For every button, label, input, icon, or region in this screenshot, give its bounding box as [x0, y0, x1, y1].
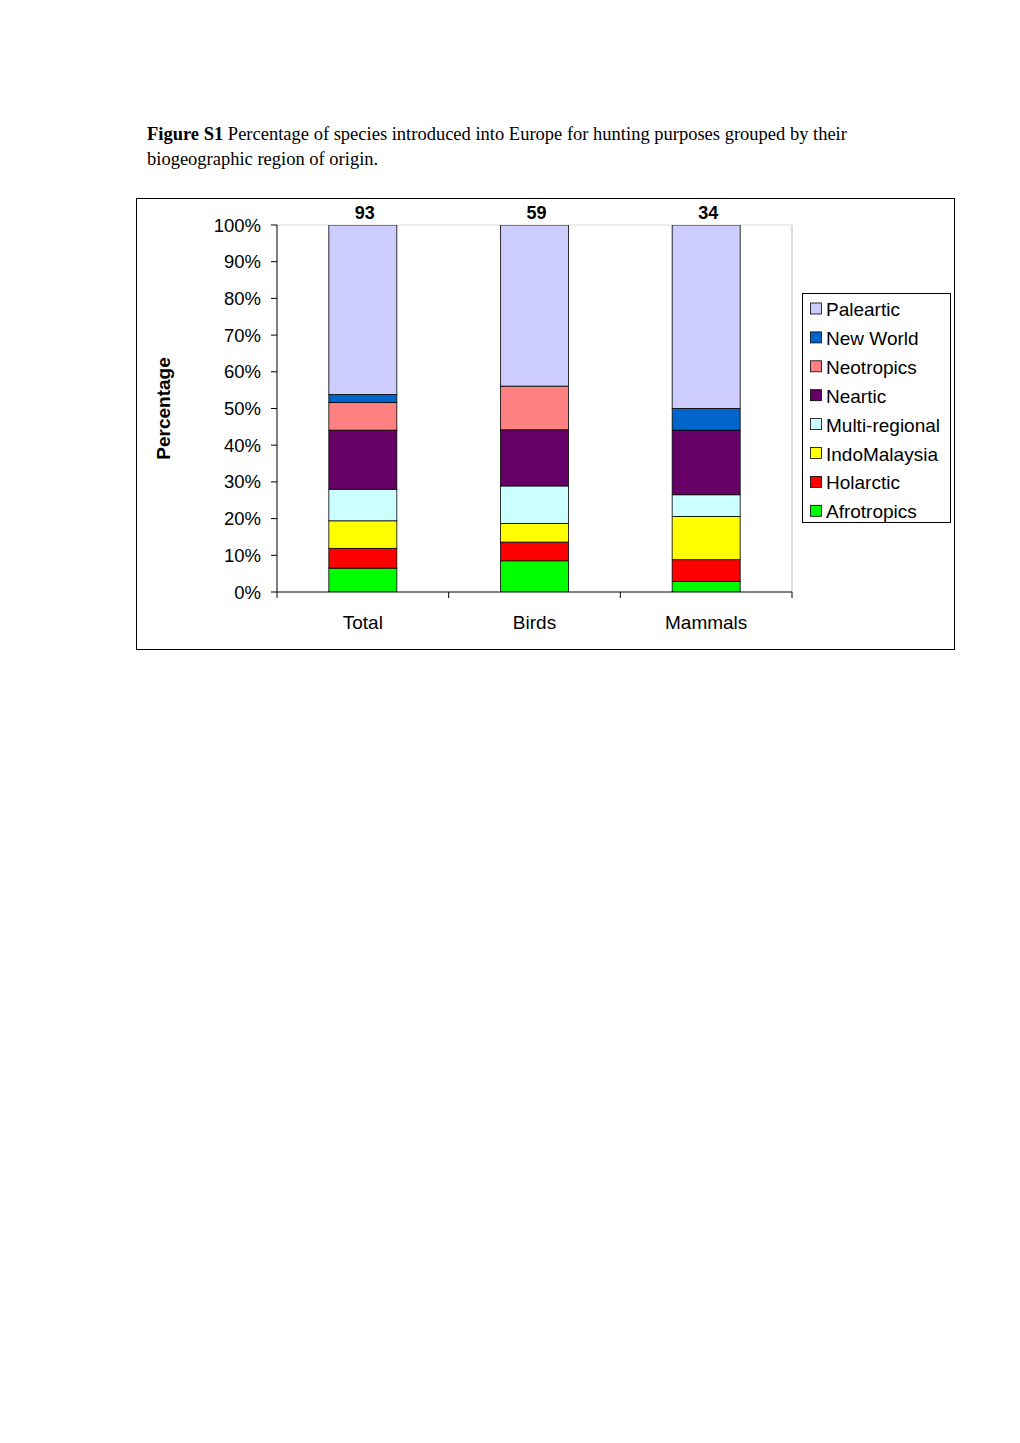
y-tick — [271, 555, 277, 556]
x-axis — [277, 592, 792, 593]
bar-segment — [329, 225, 397, 395]
legend-label: Holarctic — [826, 472, 900, 493]
y-tick — [271, 261, 277, 262]
bar-segment — [329, 568, 397, 592]
legend-label: Neartic — [826, 386, 886, 407]
bars — [329, 225, 740, 592]
y-tick — [271, 408, 277, 409]
bar-segment — [501, 386, 569, 430]
y-tick-label: 0% — [234, 582, 261, 603]
bar-segment — [501, 523, 569, 542]
y-tick-label: 10% — [224, 545, 261, 566]
caption: Figure S1 Percentage of species introduc… — [147, 122, 867, 172]
x-tick-label: Mammals — [665, 612, 747, 633]
y-tick — [271, 225, 277, 226]
bar-segment — [329, 430, 397, 489]
bar-segment — [329, 403, 397, 431]
bar-segment — [672, 409, 740, 431]
bar-segment — [501, 486, 569, 523]
y-tick-label: 100% — [214, 215, 261, 236]
y-tick — [271, 518, 277, 519]
plot-border — [792, 225, 793, 592]
y-tick — [271, 371, 277, 372]
bar-segment — [501, 542, 569, 561]
legend-swatch — [811, 390, 822, 401]
total-label: 93 — [355, 203, 375, 223]
legend-label: IndoMalaysia — [826, 444, 938, 465]
total-label: 59 — [526, 203, 546, 223]
y-tick — [271, 298, 277, 299]
y-tick — [271, 481, 277, 482]
bar-segment — [672, 560, 740, 582]
legend-swatch — [811, 476, 822, 487]
legend-swatch — [811, 448, 822, 459]
chart-frame — [137, 199, 955, 650]
bar-segment — [501, 430, 569, 486]
bar-segment — [672, 225, 740, 409]
x-tick — [792, 592, 793, 598]
total-label: 34 — [698, 203, 718, 223]
bar-segment — [672, 516, 740, 559]
x-tick-label: Total — [343, 612, 383, 633]
legend-label: Neotropics — [826, 357, 917, 378]
caption-label: Figure S1 — [147, 124, 223, 144]
bar-segment — [329, 548, 397, 568]
bar-segment — [501, 561, 569, 592]
x-tick — [448, 592, 449, 598]
y-tick-label: 20% — [224, 508, 261, 529]
y-tick — [271, 445, 277, 446]
y-tick-label: 80% — [224, 288, 261, 309]
y-tick-label: 70% — [224, 325, 261, 346]
bar-segment — [329, 489, 397, 521]
bar-segment — [501, 225, 569, 386]
legend-swatch — [811, 303, 822, 314]
legend-swatch — [811, 332, 822, 343]
legend-label: New World — [826, 328, 919, 349]
bar-segment — [672, 495, 740, 517]
y-tick — [271, 592, 277, 593]
y-label: Percentage — [153, 357, 174, 459]
bar-segment — [329, 521, 397, 549]
legend-label: Paleartic — [826, 299, 900, 320]
legend-label: Afrotropics — [826, 501, 917, 522]
legend-swatch — [811, 361, 822, 372]
y-tick-label: 90% — [224, 251, 261, 272]
chart: 0% 10% 20% 30% 40% 50% 60% 70% 80% 90% 100% Percent… — [0, 0, 1020, 1443]
y-tick-label: 40% — [224, 435, 261, 456]
x-tick-label: Birds — [513, 612, 556, 633]
bar-segment — [329, 395, 397, 403]
y-tick-label: 30% — [224, 471, 261, 492]
y-tick-label: 60% — [224, 361, 261, 382]
y-tick — [271, 335, 277, 336]
x-tick — [620, 592, 621, 598]
bar-segment — [672, 430, 740, 495]
title: Percentage of species introduced into Eu… — [147, 124, 847, 169]
legend-label: Multi-regional — [826, 415, 940, 436]
legend-swatch — [811, 419, 822, 430]
legend-box — [803, 294, 951, 523]
legend-swatch — [811, 505, 822, 516]
bar-segment — [672, 581, 740, 592]
y-tick-label: 50% — [224, 398, 261, 419]
x-tick — [277, 592, 278, 598]
